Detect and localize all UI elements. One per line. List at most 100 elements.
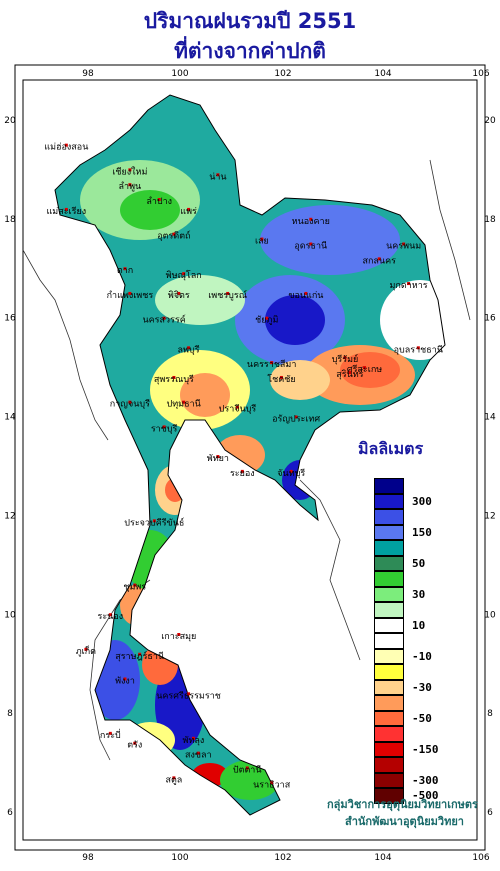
province-label: เชียงใหม่ [112, 166, 147, 177]
legend-swatch [374, 788, 404, 804]
province-label: ชุมพร [123, 583, 146, 593]
lon-tick-label: 98 [82, 853, 94, 863]
station-marker [235, 405, 239, 409]
station-marker [309, 242, 313, 246]
lon-tick-label: 102 [274, 69, 291, 79]
station-marker [84, 647, 88, 651]
legend-swatch [374, 741, 404, 757]
legend-swatch [374, 540, 404, 556]
station-marker [182, 400, 186, 404]
station-marker [270, 781, 274, 785]
lat-tick-label: 10 [4, 610, 16, 620]
province-label: เลย [255, 237, 269, 247]
station-marker [172, 375, 176, 379]
legend-swatch [374, 648, 404, 664]
province-label: แม่ฮ่องสอน [44, 143, 88, 153]
station-marker [196, 751, 200, 755]
lon-tick-label: 102 [274, 853, 291, 863]
legend-swatch [374, 617, 404, 633]
station-marker [123, 267, 127, 271]
station-marker [162, 425, 166, 429]
station-marker [309, 217, 313, 221]
province-label: อุดรธานี [294, 241, 327, 252]
province-label: นราธิวาส [253, 779, 291, 790]
legend-value-label: 300 [412, 494, 432, 508]
province-label: ภูเก็ต [76, 644, 96, 657]
longitude-labels-bottom: 98 100 102 104 106 [82, 853, 490, 863]
station-marker [187, 346, 191, 350]
province-label: ปราจีนบุรี [219, 404, 257, 415]
province-label: โชคชัย [267, 374, 295, 385]
station-marker [162, 316, 166, 320]
province-label: พังงา [115, 676, 135, 686]
legend-swatch [374, 493, 404, 509]
station-marker [348, 371, 352, 375]
station-marker [152, 519, 156, 523]
province-label: ชัยภูมิ [255, 315, 278, 326]
lon-tick-label: 106 [472, 69, 489, 79]
province-label: นครศรีธรรมราช [156, 690, 221, 701]
legend-swatch [374, 509, 404, 525]
station-marker [187, 692, 191, 696]
lat-tick-label: 8 [487, 709, 493, 719]
station-marker [64, 143, 68, 147]
station-marker [289, 469, 293, 473]
province-label: นครราชสีมา [247, 359, 296, 370]
station-marker [172, 232, 176, 236]
legend-swatch [374, 710, 404, 726]
province-label: อรัญประเทศ [272, 415, 320, 425]
legend-value-label: -50 [412, 711, 432, 725]
lat-tick-label: 6 [487, 808, 493, 818]
province-label: กาญจนบุรี [110, 399, 150, 410]
province-label: พัทยา [207, 454, 229, 464]
legend-value-label: 150 [412, 525, 432, 539]
province-label: ตรัง [127, 741, 142, 751]
station-marker [177, 633, 181, 636]
credit-line1: กลุ่มวิชาการอุตุนิยมวิทยาเกษตร [327, 798, 478, 811]
province-label: พิจิตร [168, 290, 190, 301]
province-label: หนองคาย [292, 217, 330, 227]
station-marker [108, 613, 112, 617]
station-marker [407, 282, 411, 286]
province-label: ปัตตานี [233, 764, 262, 775]
legend-swatch [374, 555, 404, 571]
lat-tick-label: 18 [4, 215, 16, 225]
lat-tick-label: 20 [484, 116, 496, 126]
province-label: บุรีรัมย์ [332, 353, 359, 365]
legend-value-label: -150 [412, 742, 439, 756]
legend-swatch [374, 602, 404, 618]
station-marker [245, 766, 249, 770]
province-label: พิษณุโลก [166, 270, 202, 281]
station-marker [138, 652, 142, 656]
station-marker [128, 183, 132, 187]
province-label: นครสวรรค์ [142, 314, 185, 326]
legend-swatch [374, 679, 404, 695]
station-marker [279, 375, 283, 379]
province-label: ศรีสะเกษ [347, 364, 382, 375]
lat-tick-label: 14 [4, 413, 16, 423]
map-title-line2: ที่ต่างจากค่าปกติ [174, 39, 326, 63]
legend-swatch [374, 772, 404, 788]
legend-swatch [374, 586, 404, 602]
province-label: ลำพูน [119, 181, 142, 192]
station-marker [416, 346, 420, 350]
station-marker [172, 776, 176, 780]
station-marker [363, 366, 367, 370]
legend-value-label: 10 [412, 618, 426, 632]
station-marker [133, 583, 137, 587]
province-label: ขอนแก่น [288, 291, 323, 301]
province-label: นครพนม [386, 242, 421, 252]
station-marker [191, 736, 195, 740]
province-label: น่าน [209, 172, 226, 182]
station-marker [260, 237, 264, 241]
lat-tick-label: 12 [4, 511, 15, 521]
lat-tick-label: 6 [7, 808, 13, 818]
lat-tick-label: 10 [484, 610, 496, 620]
province-label: อุบลราชธานี [394, 344, 443, 355]
station-marker [304, 291, 308, 295]
station-marker [182, 272, 186, 276]
station-marker [294, 415, 298, 419]
lat-tick-label: 8 [7, 709, 13, 719]
legend-value-label: -500 [412, 789, 439, 802]
